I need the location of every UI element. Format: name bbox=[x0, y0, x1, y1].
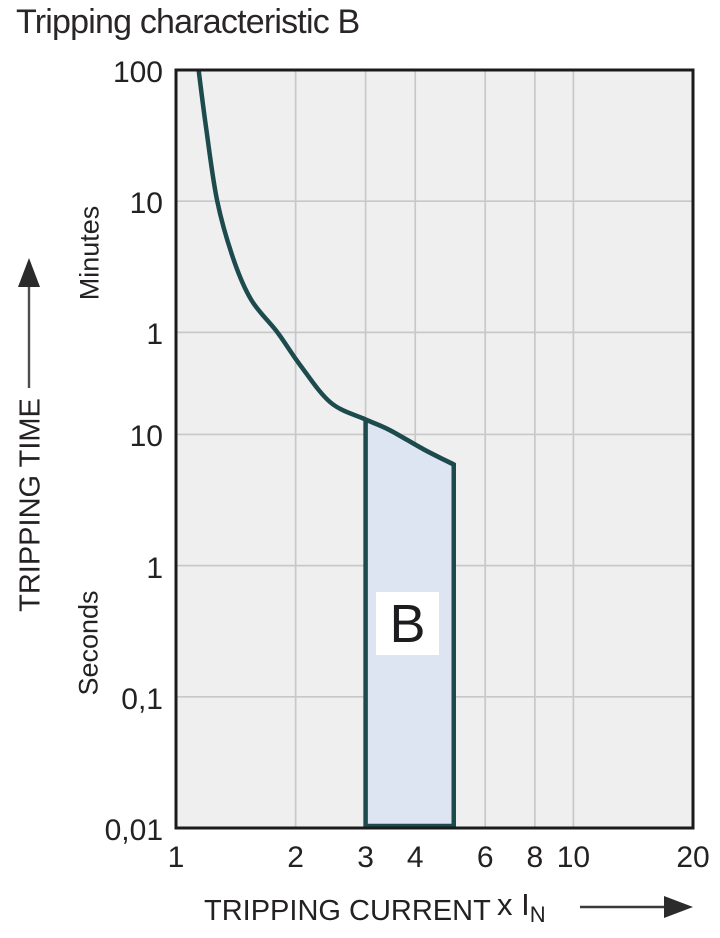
x-tick-label: 4 bbox=[406, 841, 424, 874]
x-tick-label: 20 bbox=[676, 841, 710, 874]
y-tick-label: 0,01 bbox=[104, 814, 163, 847]
y-tick-label: 10 bbox=[129, 187, 163, 221]
x-axis-multiplier: x IN bbox=[497, 887, 546, 926]
x-tick-label: 1 bbox=[167, 841, 185, 874]
x-tick-label: 8 bbox=[526, 841, 544, 874]
y-tick-label: 100 bbox=[112, 56, 163, 89]
y-tick-label: 0,1 bbox=[121, 682, 163, 716]
x-axis-multiplier-subscript: N bbox=[529, 902, 546, 928]
y-tick-label: 1 bbox=[146, 551, 163, 585]
right-arrow-head bbox=[664, 896, 693, 918]
trip-curve bbox=[196, 69, 455, 467]
band-label-letter: B bbox=[389, 593, 426, 654]
x-tick-label: 6 bbox=[476, 841, 494, 874]
right-arrow-icon bbox=[580, 896, 693, 918]
band-label: B bbox=[376, 592, 439, 655]
x-tick-label: 2 bbox=[287, 841, 304, 874]
x-axis-title: TRIPPING CURRENT bbox=[204, 895, 491, 927]
x-axis-multiplier-text: x I bbox=[497, 887, 530, 922]
y-tick-label: 1 bbox=[146, 318, 163, 352]
plot-border bbox=[174, 68, 695, 830]
y-axis-unit-minutes: Minutes bbox=[74, 205, 105, 301]
y-tick-label: 10 bbox=[129, 420, 163, 454]
x-tick-label: 3 bbox=[357, 841, 374, 874]
y-axis-unit-seconds: Seconds bbox=[73, 590, 104, 696]
up-arrow-icon bbox=[18, 258, 40, 388]
x-tick-label: 10 bbox=[556, 841, 591, 874]
page-title: Tripping characteristic B bbox=[16, 3, 360, 41]
up-arrow-head bbox=[18, 258, 40, 287]
y-axis-title: TRIPPING TIME bbox=[14, 398, 47, 612]
